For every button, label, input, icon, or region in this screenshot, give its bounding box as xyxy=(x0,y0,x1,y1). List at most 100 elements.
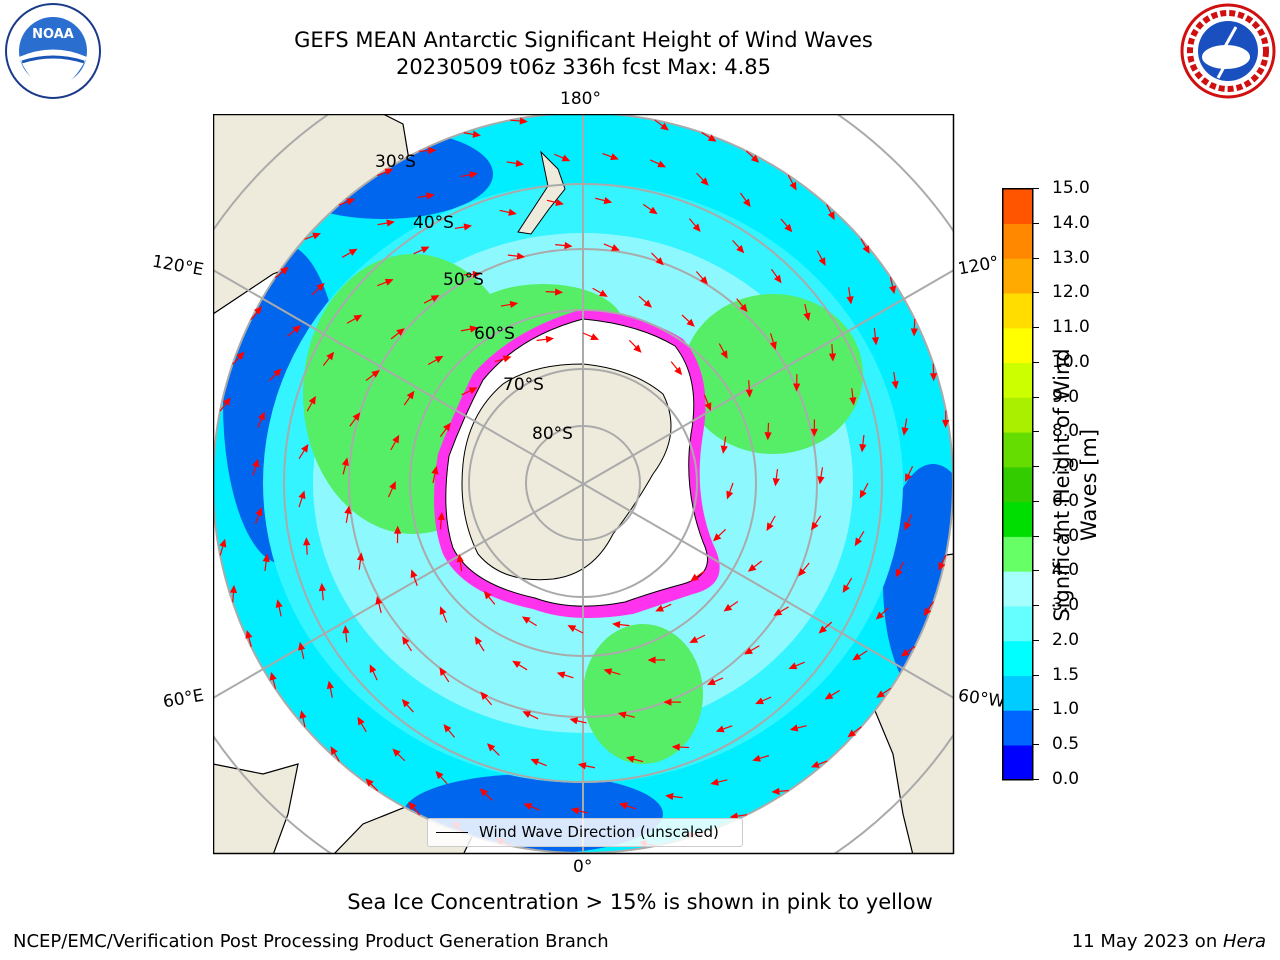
colorbar-cell xyxy=(1002,640,1033,676)
wind-arrow-head xyxy=(384,278,394,286)
colorbar-tick xyxy=(1033,396,1039,398)
wind-arrow-head xyxy=(326,351,335,361)
wind-arrow-head xyxy=(292,325,301,334)
colorbar-tick xyxy=(1033,744,1039,746)
wind-arrow-head xyxy=(793,383,801,392)
wind-arrow-head xyxy=(854,537,863,547)
wind-arrow-head xyxy=(439,606,447,616)
colorbar-tick xyxy=(1033,188,1039,189)
colorbar-cell xyxy=(1002,223,1033,259)
wind-arrow-head xyxy=(648,206,658,215)
wind-arrow-head xyxy=(663,698,672,706)
wind-arrow-head xyxy=(301,443,309,453)
wind-arrow-head xyxy=(420,246,430,254)
wind-arrow-head xyxy=(704,402,712,411)
wind-arrow-head xyxy=(428,146,437,155)
wind-arrow-head xyxy=(222,397,231,406)
colorbar-tick-label: 7.0 xyxy=(1052,456,1080,477)
wind-arrow-head xyxy=(633,344,642,353)
colorbar-tick-label: 13.0 xyxy=(1052,247,1090,268)
wind-arrow-head xyxy=(929,373,938,382)
lon-label-0: 0° xyxy=(573,857,593,877)
wind-arrow-head xyxy=(859,443,867,453)
antarctica-continent xyxy=(461,363,672,581)
lat-label-80s: 80°S xyxy=(532,424,573,444)
wind-arrow-head xyxy=(567,625,577,632)
colorbar-cell xyxy=(1002,432,1033,468)
wind-arrow-head xyxy=(895,568,903,578)
colorbar-tick xyxy=(1033,257,1039,259)
colorbar-cell xyxy=(1002,744,1033,781)
wind-arrow-head xyxy=(410,569,418,579)
wind-arrow-head xyxy=(750,154,760,163)
wind-arrow-head xyxy=(603,197,613,205)
wind-arrow-head xyxy=(396,328,405,336)
wind-arrow-head xyxy=(726,490,734,500)
map-legend: Wind Wave Direction (unscaled) xyxy=(427,818,743,847)
wind-arrow-head xyxy=(344,505,352,515)
wind-arrow-head xyxy=(371,369,380,378)
wind-arrow-head xyxy=(852,653,862,661)
colorbar-tick-label: 0.5 xyxy=(1052,734,1080,755)
wind-arrow-head xyxy=(901,427,909,436)
colorbar-cell xyxy=(1002,362,1033,398)
wind-arrow-head xyxy=(483,590,492,600)
wind-arrow-head xyxy=(847,729,857,738)
wind-arrow-head xyxy=(443,723,452,733)
wind-arrow-head xyxy=(556,671,566,679)
wind-arrow-head xyxy=(849,397,857,406)
wind-arrow-head xyxy=(316,282,325,291)
wind-arrow-head xyxy=(369,664,377,674)
wind-arrow-head xyxy=(723,603,733,612)
wind-arrow-head xyxy=(569,717,579,725)
ice-caption: Sea Ice Concentration > 15% is shown in … xyxy=(347,890,933,914)
wind-arrow-head xyxy=(626,755,635,763)
wind-arrow-head xyxy=(375,595,383,605)
polar-map xyxy=(213,114,955,855)
wind-arrow-head xyxy=(318,582,327,592)
wind-arrow-head xyxy=(773,608,783,616)
wind-arrow-head xyxy=(564,241,573,250)
wind-arrow-head xyxy=(747,563,757,572)
colorbar-cell xyxy=(1002,327,1033,364)
wind-arrow-head xyxy=(437,511,445,521)
colorbar-tick xyxy=(1033,222,1039,224)
wind-arrow-head xyxy=(769,341,777,351)
colorbar-cell xyxy=(1002,293,1033,329)
nws-logo xyxy=(1180,3,1276,99)
wind-arrow-head xyxy=(342,625,350,634)
wind-arrow-head xyxy=(236,351,245,360)
wind-arrow-head xyxy=(521,616,531,624)
wind-arrow-head xyxy=(619,802,628,810)
lon-label-120w: 120° xyxy=(956,252,1001,280)
wind-arrow-head xyxy=(254,305,262,315)
wind-arrow-head xyxy=(889,285,897,295)
wind-arrow-head xyxy=(904,521,912,531)
wind-arrow-head xyxy=(905,473,912,483)
wind-arrow-head xyxy=(530,758,540,766)
wind-arrow-head xyxy=(824,692,834,700)
wind-arrow-head xyxy=(258,411,265,421)
lon-label-120e: 120°E xyxy=(150,251,206,281)
wind-arrow-head xyxy=(561,154,571,162)
wind-arrow-head xyxy=(469,171,478,179)
wind-arrow-head xyxy=(842,584,850,594)
wind-arrow-head xyxy=(900,648,910,657)
wind-arrow-head xyxy=(229,584,238,594)
wind-arrow-head xyxy=(603,668,613,676)
wind-arrow-head xyxy=(357,716,365,726)
wind-arrow-head xyxy=(386,219,395,227)
footer-date: 11 May 2023 on Hera xyxy=(1071,931,1266,952)
wind-arrow-head xyxy=(755,697,764,705)
wind-arrow-head xyxy=(729,812,739,820)
wind-arrow-head xyxy=(818,257,826,266)
wind-arrow-head xyxy=(720,445,728,454)
wind-arrow-head xyxy=(389,481,396,490)
footer-machine: Hera xyxy=(1222,931,1266,952)
wind-arrow-head xyxy=(827,211,835,221)
wind-arrow-head xyxy=(610,153,619,161)
colorbar-cell xyxy=(1002,536,1033,572)
colorbar-cell xyxy=(1002,258,1033,294)
wind-arrow-head xyxy=(312,232,321,240)
wind-arrow-head xyxy=(577,762,587,770)
